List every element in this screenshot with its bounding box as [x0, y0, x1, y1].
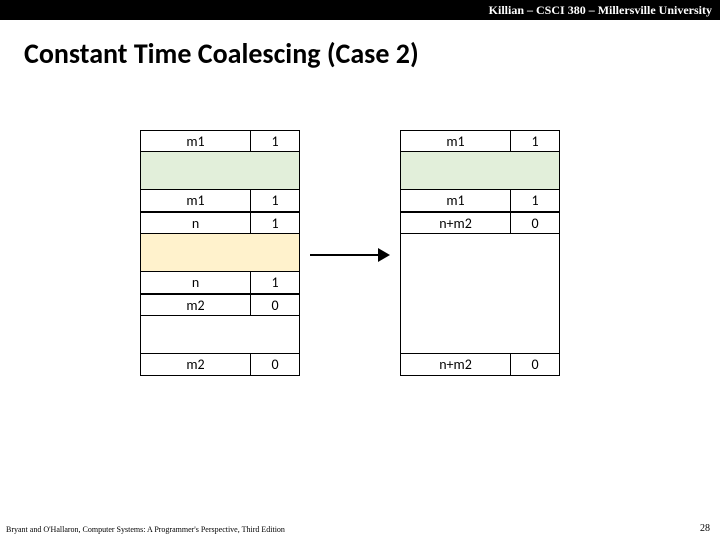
after-block-1-footer: n+m20 — [400, 354, 560, 376]
alloc-cell: 0 — [251, 295, 299, 315]
before-block-2: m20m20 — [140, 294, 300, 376]
slide-page: Killian – CSCI 380 – Millersville Univer… — [0, 0, 720, 540]
alloc-cell: 1 — [251, 213, 299, 233]
slide-title: Constant Time Coalescing (Case 2) — [24, 36, 419, 71]
after-column: m11m11n+m20n+m20 — [400, 130, 560, 376]
before-block-0-payload — [140, 152, 300, 190]
header-text: Killian – CSCI 380 – Millersville Univer… — [489, 3, 712, 17]
after-block-1-payload — [400, 234, 560, 354]
size-cell: n — [141, 272, 251, 293]
before-block-0-header: m11 — [140, 130, 300, 152]
before-block-0-footer: m11 — [140, 190, 300, 212]
size-cell: m2 — [141, 354, 251, 375]
alloc-cell: 0 — [511, 213, 559, 233]
size-cell: m1 — [141, 190, 251, 211]
alloc-cell: 0 — [511, 354, 559, 375]
size-cell: m1 — [141, 131, 251, 151]
after-block-1: n+m20n+m20 — [400, 212, 560, 376]
before-block-2-header: m20 — [140, 294, 300, 316]
size-cell: n+m2 — [401, 354, 511, 375]
before-block-1-header: n1 — [140, 212, 300, 234]
alloc-cell: 0 — [251, 354, 299, 375]
alloc-cell: 1 — [511, 131, 559, 151]
alloc-cell: 1 — [511, 190, 559, 211]
after-block-0: m11m11 — [400, 130, 560, 212]
before-block-2-payload — [140, 316, 300, 354]
header-bar: Killian – CSCI 380 – Millersville Univer… — [0, 0, 720, 20]
after-block-0-header: m11 — [400, 130, 560, 152]
footer-page-number: 28 — [700, 523, 710, 534]
size-cell: n+m2 — [401, 213, 511, 233]
after-block-0-payload — [400, 152, 560, 190]
before-block-1-footer: n1 — [140, 272, 300, 294]
size-cell: m2 — [141, 295, 251, 315]
alloc-cell: 1 — [251, 272, 299, 293]
size-cell: n — [141, 213, 251, 233]
after-block-0-footer: m11 — [400, 190, 560, 212]
alloc-cell: 1 — [251, 131, 299, 151]
before-block-1: n1n1 — [140, 212, 300, 294]
arrow-icon — [310, 248, 390, 262]
coalescing-diagram: m11m11n1n1m20m20 m11m11n+m20n+m20 — [140, 130, 620, 380]
before-block-2-footer: m20 — [140, 354, 300, 376]
size-cell: m1 — [401, 190, 511, 211]
alloc-cell: 1 — [251, 190, 299, 211]
before-block-1-payload — [140, 234, 300, 272]
after-block-1-header: n+m20 — [400, 212, 560, 234]
before-block-0: m11m11 — [140, 130, 300, 212]
before-column: m11m11n1n1m20m20 — [140, 130, 300, 376]
size-cell: m1 — [401, 131, 511, 151]
footer-citation: Bryant and O'Hallaron, Computer Systems:… — [6, 525, 285, 534]
